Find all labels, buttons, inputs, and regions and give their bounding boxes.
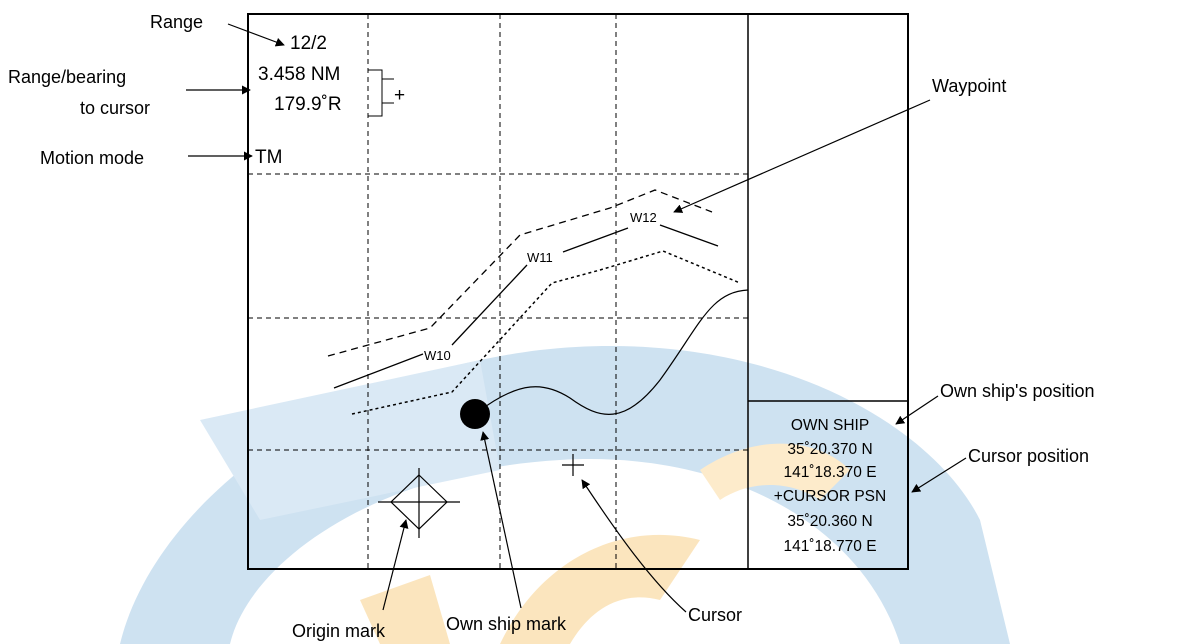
callout-own-ship-position: Own ship's position (940, 381, 1095, 401)
arrow-waypoint (673, 99, 931, 213)
screen-frame (247, 13, 909, 570)
arrow-own-ship-position (895, 395, 939, 425)
arrow-cursor-position (911, 457, 967, 493)
own-ship-longitude: 141˚18.370 E (783, 464, 876, 481)
cursor-latitude: 35˚20.360 N (787, 513, 872, 530)
own-ship-title: OWN SHIP (791, 417, 869, 434)
cursor-bearing-readout: 179.9˚R (274, 94, 342, 115)
origin-mark (378, 468, 460, 538)
leader-arrows (186, 23, 967, 613)
watermark-orange-shape (700, 443, 850, 500)
callout-waypoint: Waypoint (932, 76, 1006, 96)
waypoint-w12-label: W12 (630, 210, 657, 225)
callout-origin-mark: Origin mark (292, 621, 386, 641)
info-box: OWN SHIP 35˚20.370 N 141˚18.370 E +CURSO… (774, 417, 886, 555)
arrow-cursor (581, 479, 687, 613)
route-boundary-upper (327, 189, 713, 357)
own-ship-mark (460, 399, 490, 429)
motion-mode-readout: TM (255, 147, 282, 168)
cursor-range-readout: 3.458 NM (258, 64, 340, 85)
cursor-mark (562, 454, 584, 476)
watermark-orange-lower (360, 575, 450, 644)
callout-range-bearing-line1: Range/bearing (8, 67, 126, 87)
callout-own-ship-mark: Own ship mark (446, 614, 567, 634)
own-ship-latitude: 35˚20.370 N (787, 441, 872, 458)
cursor-longitude: 141˚18.770 E (783, 538, 876, 555)
bracket-plus-icon: + (394, 85, 405, 106)
arrow-own-ship-mark (480, 431, 522, 609)
callout-cursor-position: Cursor position (968, 446, 1089, 466)
range-readout: 12/2 (290, 33, 327, 54)
own-ship-track (477, 289, 749, 415)
cursor-position-title: +CURSOR PSN (774, 488, 886, 505)
callout-cursor: Cursor (688, 605, 742, 625)
callout-range: Range (150, 12, 203, 32)
grid-lines (248, 14, 748, 569)
arrow-range (227, 23, 285, 47)
readout-bracket (368, 69, 394, 117)
waypoint-w11-label: W11 (527, 250, 553, 265)
route-legs (333, 224, 719, 389)
watermark-orange-arc (500, 534, 700, 644)
arrow-origin-mark (382, 519, 409, 611)
waypoint-w10-label: W10 (424, 348, 451, 363)
callout-motion-mode: Motion mode (40, 148, 144, 168)
callout-range-bearing-line2: to cursor (80, 98, 150, 118)
route-boundary-lower (351, 250, 741, 415)
